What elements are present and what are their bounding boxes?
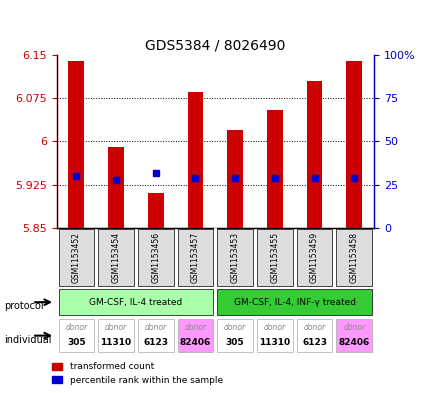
Legend: transformed count, percentile rank within the sample: transformed count, percentile rank withi… — [48, 359, 226, 389]
FancyBboxPatch shape — [256, 229, 292, 286]
FancyBboxPatch shape — [217, 320, 253, 352]
Title: GDS5384 / 8026490: GDS5384 / 8026490 — [145, 39, 285, 52]
FancyBboxPatch shape — [296, 320, 332, 352]
Text: donor: donor — [145, 323, 167, 332]
Text: donor: donor — [224, 323, 246, 332]
Text: 82406: 82406 — [338, 338, 369, 347]
Text: GM-CSF, IL-4, INF-γ treated: GM-CSF, IL-4, INF-γ treated — [233, 298, 355, 307]
FancyBboxPatch shape — [335, 320, 371, 352]
Bar — [266, 110, 282, 228]
Text: 305: 305 — [67, 338, 85, 347]
FancyBboxPatch shape — [98, 229, 134, 286]
FancyBboxPatch shape — [256, 320, 292, 352]
Text: donor: donor — [303, 323, 325, 332]
Text: 82406: 82406 — [179, 338, 210, 347]
Bar — [306, 81, 322, 228]
Text: GSM1153455: GSM1153455 — [270, 232, 279, 283]
FancyBboxPatch shape — [335, 229, 371, 286]
Bar — [108, 147, 124, 228]
Bar — [148, 193, 163, 228]
Text: donor: donor — [342, 323, 365, 332]
Text: GSM1153457: GSM1153457 — [191, 232, 200, 283]
FancyBboxPatch shape — [217, 290, 371, 315]
Bar — [227, 130, 243, 228]
Text: GSM1153454: GSM1153454 — [112, 232, 120, 283]
Text: donor: donor — [105, 323, 127, 332]
FancyBboxPatch shape — [177, 320, 213, 352]
Text: donor: donor — [263, 323, 285, 332]
Text: 6123: 6123 — [301, 338, 326, 347]
FancyBboxPatch shape — [98, 320, 134, 352]
Text: GSM1153453: GSM1153453 — [230, 232, 239, 283]
Text: individual: individual — [4, 335, 52, 345]
Bar — [68, 61, 84, 228]
Text: donor: donor — [65, 323, 87, 332]
FancyBboxPatch shape — [59, 290, 213, 315]
Text: GSM1153458: GSM1153458 — [349, 232, 358, 283]
FancyBboxPatch shape — [138, 320, 173, 352]
Text: 11310: 11310 — [100, 338, 132, 347]
FancyBboxPatch shape — [59, 320, 94, 352]
FancyBboxPatch shape — [59, 229, 94, 286]
Text: 6123: 6123 — [143, 338, 168, 347]
FancyBboxPatch shape — [138, 229, 173, 286]
Text: GSM1153452: GSM1153452 — [72, 232, 81, 283]
FancyBboxPatch shape — [177, 229, 213, 286]
Text: 305: 305 — [225, 338, 244, 347]
Text: protocol: protocol — [4, 301, 44, 311]
Text: GSM1153456: GSM1153456 — [151, 232, 160, 283]
Text: GM-CSF, IL-4 treated: GM-CSF, IL-4 treated — [89, 298, 182, 307]
Text: donor: donor — [184, 323, 206, 332]
Bar — [345, 61, 362, 228]
Bar — [187, 92, 203, 228]
FancyBboxPatch shape — [296, 229, 332, 286]
Text: 11310: 11310 — [259, 338, 290, 347]
FancyBboxPatch shape — [217, 229, 253, 286]
Text: GSM1153459: GSM1153459 — [309, 232, 318, 283]
